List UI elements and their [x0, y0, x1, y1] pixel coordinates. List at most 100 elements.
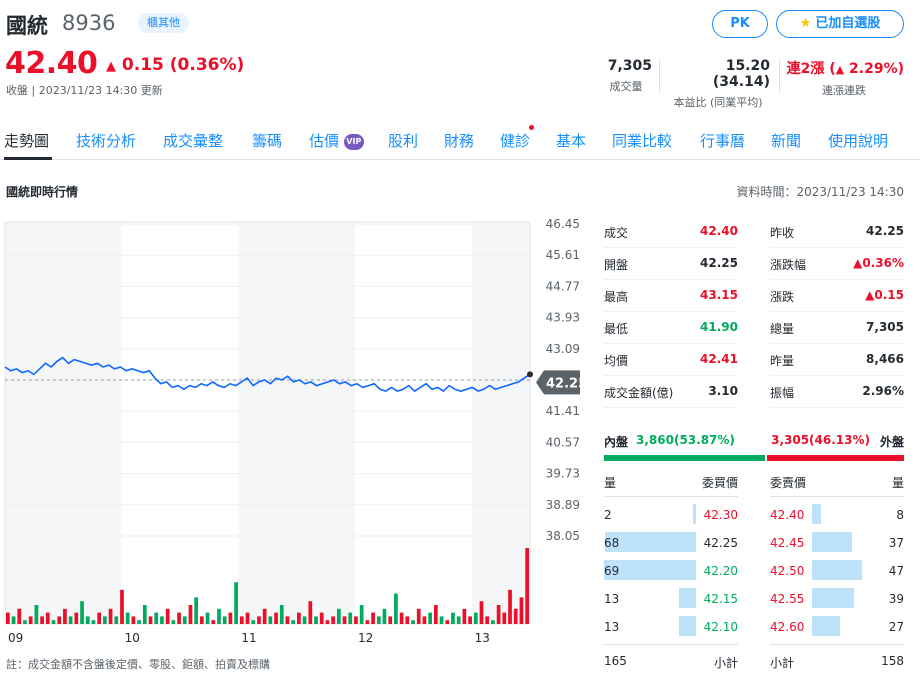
quote-label: 振幅 [770, 386, 795, 400]
volume-bar [154, 612, 159, 624]
bid-volume: 13 [604, 620, 620, 634]
tab-basic[interactable]: 基本 [556, 132, 587, 150]
streak-prefix: 連2漲 ( [786, 61, 836, 77]
volume-bar [63, 608, 67, 624]
ask-price: 42.60 [770, 620, 805, 634]
bid-volume-bar [604, 560, 696, 580]
y-tick-label: 38.05 [546, 529, 580, 543]
tab-financials[interactable]: 財務 [444, 132, 475, 150]
tab-peers[interactable]: 同業比較 [612, 132, 673, 150]
volume-bar [399, 612, 404, 624]
volume-bar [473, 612, 478, 624]
bid-volume-bar [679, 588, 696, 608]
volume-bar [57, 616, 62, 624]
bid-price: 42.30 [703, 508, 738, 522]
section-title: 國統即時行情 [6, 185, 79, 199]
tab-dividend[interactable]: 股利 [388, 132, 419, 150]
volume-bar [279, 605, 284, 624]
tab-health[interactable]: 健診 [500, 132, 531, 150]
ask-volume: 47 [888, 564, 904, 578]
volume-bar [525, 548, 529, 624]
x-tick-label: 09 [8, 631, 23, 645]
bid-volume: 68 [604, 536, 620, 550]
watchlist-button[interactable]: ★ 已加自選股 [776, 10, 904, 38]
y-tick-label: 41.41 [546, 404, 580, 418]
stock-name: 國統 [6, 14, 48, 38]
ask-volume-bar [812, 560, 862, 580]
tab-nav: 走勢圖 技術分析 成交彙整 籌碼 估價 VIP 股利 財務 健診 基本 同業比較… [0, 120, 920, 160]
stat-divider [779, 58, 780, 94]
session-bands [4, 221, 531, 625]
y-tick-label: 45.61 [546, 248, 580, 262]
tab-valuation[interactable]: 估價 VIP [309, 130, 364, 151]
volume-bar [342, 616, 347, 624]
quote-label: 成交金額(億) [604, 386, 674, 400]
volume-bar [428, 612, 432, 624]
stat-pe: 15.20 (34.14) 本益比 (同業平均) [666, 58, 770, 110]
bid-volume: 13 [604, 592, 620, 606]
volume-bar [239, 616, 244, 624]
quote-label: 最低 [604, 322, 629, 336]
volume-bar [519, 597, 524, 624]
quote-value: 2.96% [862, 384, 904, 398]
tab-chips[interactable]: 籌碼 [252, 132, 283, 150]
current-price: 42.40 [5, 46, 98, 81]
quote-value: 3.10 [708, 384, 738, 398]
volume-bar [319, 612, 324, 624]
volume-bar [228, 612, 233, 624]
quote-label: 總量 [770, 322, 795, 336]
tab-help[interactable]: 使用說明 [828, 132, 889, 150]
outer-value: 3,305(46.13%) [771, 433, 870, 447]
volume-bar [171, 620, 176, 624]
inout-summary: 內盤 3,860(53.87%) 3,305(46.13%) 外盤 [604, 433, 904, 453]
notification-dot [529, 125, 534, 130]
volume-bar [245, 612, 250, 624]
inner-value: 3,860(53.87%) [636, 433, 735, 447]
intraday-chart[interactable]: 46.45 45.61 44.77 43.93 43.09 42.25 41.41 40.57… [0, 216, 590, 648]
quote-value: ▲0.36% [853, 256, 904, 270]
volume-bar [188, 605, 193, 624]
quote-label: 漲跌幅 [770, 258, 807, 272]
session-band [238, 222, 355, 624]
ask-price: 42.50 [770, 564, 805, 578]
y-tick-label: 43.93 [546, 311, 580, 325]
volume-bar [74, 612, 79, 624]
inner-label: 內盤 [604, 435, 629, 449]
order-book: 量 委買價 委賣價 量 2 42.30 42.40 8 68 42.25 42.45 37 69… [604, 468, 904, 670]
tab-calendar[interactable]: 行事曆 [700, 132, 746, 150]
market-badge[interactable]: 櫃其他 [138, 13, 189, 33]
divider [770, 644, 904, 645]
pk-button[interactable]: PK [712, 10, 768, 38]
ask-volume: 37 [888, 536, 904, 550]
quote-value: 42.41 [700, 352, 738, 366]
stat-streak: 連2漲 (▲ 2.29%) 連漲連跌 [784, 58, 904, 98]
outer-label: 外盤 [879, 435, 904, 449]
quote-label: 漲跌 [770, 290, 795, 304]
y-tick-label: 38.89 [546, 498, 580, 512]
volume-bar [422, 616, 427, 624]
ask-volume-bar [812, 616, 840, 636]
volume-bar [257, 616, 261, 624]
tab-trend[interactable]: 走勢圖 [4, 132, 50, 150]
volume-bar [120, 589, 124, 624]
volume-bar [165, 608, 170, 624]
volume-bar [297, 612, 301, 624]
divider [604, 279, 738, 280]
last-price-dot [527, 371, 533, 378]
volume-bar [405, 616, 410, 624]
volume-bar [411, 620, 415, 624]
tab-technical[interactable]: 技術分析 [76, 132, 137, 150]
volume-bar [262, 608, 267, 624]
volume-bar [6, 612, 10, 624]
volume-bar [331, 616, 335, 624]
volume-bar [491, 620, 495, 624]
bid-volume-header: 量 [604, 476, 617, 490]
tab-news[interactable]: 新聞 [771, 132, 802, 150]
bid-volume-bar [693, 504, 696, 524]
quote-value: 7,305 [866, 320, 904, 334]
volume-bar [394, 593, 398, 624]
ask-volume: 27 [888, 620, 904, 634]
tab-transactions[interactable]: 成交彙整 [163, 132, 224, 150]
volume-bar [17, 608, 22, 624]
bid-volume-bar [679, 616, 696, 636]
